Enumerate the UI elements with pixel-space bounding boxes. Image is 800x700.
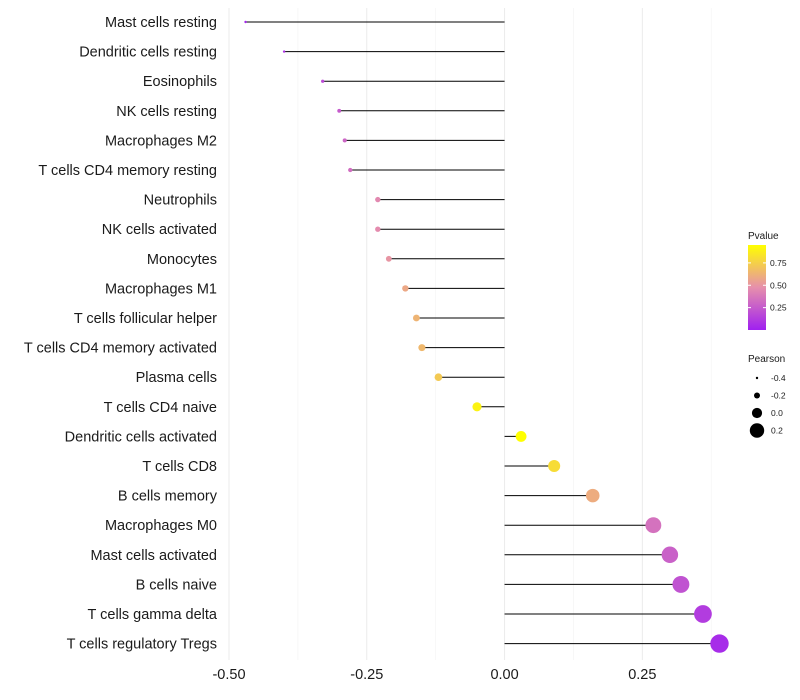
point-15 xyxy=(515,430,527,442)
point-3 xyxy=(321,79,325,83)
y-axis-labels: Mast cells resting Dendritic cells restin… xyxy=(24,15,218,653)
y-tick-label: Monocytes xyxy=(147,252,217,268)
point-6 xyxy=(348,167,353,173)
y-tick-label: Dendritic cells resting xyxy=(79,45,217,61)
point-4 xyxy=(337,108,342,113)
y-tick-label: NK cells activated xyxy=(102,222,217,238)
point-7 xyxy=(375,196,381,203)
pearson-key-label: 0.2 xyxy=(771,426,783,436)
pearson-key-label: -0.2 xyxy=(771,391,786,401)
x-tick-label: 0.25 xyxy=(628,667,656,683)
y-tick-label: Neutrophils xyxy=(144,193,217,209)
y-tick-label: T cells follicular helper xyxy=(74,311,217,327)
y-tick-label: Plasma cells xyxy=(136,370,217,386)
pearson-legend-title: Pearson xyxy=(748,354,785,365)
y-tick-label: B cells memory xyxy=(118,489,218,505)
pearson-key-label: 0.0 xyxy=(771,408,783,418)
point-21 xyxy=(694,605,712,623)
grid-lines xyxy=(228,8,712,660)
pearson-key-dot xyxy=(754,392,760,399)
y-tick-label: B cells naive xyxy=(136,577,217,593)
point-20 xyxy=(672,575,690,593)
point-8 xyxy=(375,226,381,232)
x-tick-label: 0.00 xyxy=(490,667,518,683)
y-tick-label: Eosinophils xyxy=(143,74,217,90)
colorbar-tick-label: 0.25 xyxy=(770,303,787,313)
y-tick-label: T cells gamma delta xyxy=(88,607,218,623)
colorbar-tick-label: 0.50 xyxy=(770,280,787,290)
y-tick-label: Macrophages M2 xyxy=(105,133,217,149)
pearson-key-dot xyxy=(751,407,763,419)
lollipop-points xyxy=(244,20,729,653)
y-tick-label: Dendritic cells activated xyxy=(65,429,217,445)
point-19 xyxy=(661,546,679,564)
point-14 xyxy=(472,402,482,412)
y-tick-label: Macrophages M1 xyxy=(105,281,217,297)
y-tick-label: T cells CD8 xyxy=(142,459,217,475)
point-2 xyxy=(282,50,286,53)
pvalue-legend-title: Pvalue xyxy=(748,231,779,242)
point-9 xyxy=(385,255,392,262)
x-tick-label: -0.50 xyxy=(212,667,245,683)
point-17 xyxy=(585,488,600,503)
x-axis-ticks: -0.50 -0.25 0.00 0.25 xyxy=(212,667,656,683)
y-tick-label: Macrophages M0 xyxy=(105,518,217,534)
y-tick-label: T cells CD4 naive xyxy=(104,400,217,416)
pearson-key-label: -0.4 xyxy=(771,373,786,383)
y-tick-label: NK cells resting xyxy=(116,104,217,120)
lollipop-stems xyxy=(245,21,720,645)
y-tick-label: Mast cells activated xyxy=(90,548,217,564)
y-tick-label: T cells regulatory Tregs xyxy=(67,637,217,653)
point-22 xyxy=(710,634,729,653)
pearson-key-dot xyxy=(755,376,759,380)
pvalue-colorbar xyxy=(748,245,766,330)
point-18 xyxy=(645,517,662,534)
pvalue-legend: Pvalue 0.25 0.50 0.75 xyxy=(748,231,787,330)
colorbar-tick-label: 0.75 xyxy=(770,258,787,268)
pearson-legend: Pearson -0.4 -0.2 0.0 0.2 xyxy=(748,354,786,438)
y-tick-label: Mast cells resting xyxy=(105,15,217,31)
point-16 xyxy=(548,459,561,473)
point-11 xyxy=(412,314,420,322)
y-tick-label: T cells CD4 memory activated xyxy=(24,341,217,357)
point-10 xyxy=(402,285,409,292)
pearson-key-dot xyxy=(749,423,765,438)
point-12 xyxy=(418,344,426,352)
point-1 xyxy=(244,20,247,24)
point-13 xyxy=(434,373,443,382)
point-5 xyxy=(342,138,347,143)
y-tick-label: T cells CD4 memory resting xyxy=(38,163,217,179)
x-tick-label: -0.25 xyxy=(350,667,383,683)
